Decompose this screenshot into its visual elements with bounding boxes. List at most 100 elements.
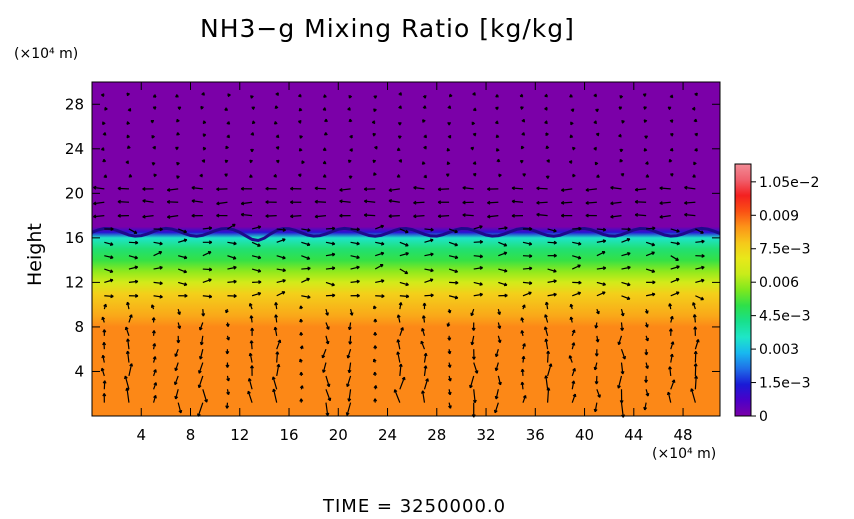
wind-arrow [522,255,532,257]
wind-arrow [544,326,549,336]
wind-arrow [421,328,426,337]
wind-arrow [276,364,280,377]
wind-arrow-head [670,133,674,137]
wind-arrow-head [153,369,157,373]
x-tick-label: 12 [230,426,249,444]
wind-arrow-head [325,412,330,417]
wind-arrow [594,402,598,412]
wind-arrow-head [339,199,343,204]
wind-arrow [695,240,705,243]
wind-arrow-head [183,282,188,287]
wind-arrow [275,314,278,323]
wind-arrow-head [479,239,484,244]
wind-arrow-head [429,278,434,283]
wind-arrow [413,201,425,204]
wind-arrow-head [226,134,231,139]
wind-arrow-head [405,229,409,234]
wind-arrow [399,295,409,298]
wind-arrow [670,278,680,283]
wind-arrow-head [577,291,582,296]
mixing-ratio-field [92,82,720,416]
wind-arrow-head [347,398,352,402]
wind-arrow-head [201,92,205,96]
wind-arrow [544,314,549,323]
wind-arrow-head [511,199,516,204]
wind-arrow-head [274,302,279,306]
wind-arrow [596,251,606,257]
wind-arrow [202,268,212,271]
wind-arrow-head [290,186,294,191]
wind-arrow [695,295,704,301]
wind-arrow [695,228,704,234]
wind-arrow-head [497,311,502,315]
wind-arrow [251,268,261,273]
wind-arrow [174,375,179,385]
wind-arrow-head [694,132,699,137]
wind-arrow [413,215,425,218]
wind-arrow-head [380,224,385,229]
wind-arrow-head [447,135,452,139]
wind-arrow-head [504,293,508,298]
wind-arrow [571,264,581,270]
wind-arrow-head [282,238,286,242]
wind-arrow-head [651,242,656,247]
wind-arrow [511,187,524,190]
wind-arrow-head [363,187,368,192]
wind-arrow [424,278,434,283]
wind-arrow [350,266,360,270]
wind-arrow [621,252,631,257]
wind-arrow-head [593,366,598,371]
wind-arrow-head [676,228,680,233]
wind-arrow-head [462,200,466,205]
wind-arrow-head [659,186,663,191]
wind-arrow [348,362,352,373]
wind-arrow-head [676,265,680,270]
wind-arrow-head [620,370,625,375]
wind-arrow-head [290,214,294,219]
wind-arrow-head [356,241,360,246]
wind-arrow-head [610,201,614,206]
wind-arrow [272,376,278,390]
wind-arrow-head [126,338,130,342]
wind-arrow-head [349,312,354,316]
wind-arrow-head [593,93,597,98]
wind-arrow-head [117,199,121,204]
wind-arrow-head [174,367,179,372]
wind-arrow-head [331,226,336,231]
wind-arrow-head [669,94,674,99]
wind-arrow-head [126,121,130,125]
wind-arrow-head [202,120,207,125]
wind-arrow-head [347,326,352,331]
wind-arrow-head [693,350,698,355]
wind-arrow-head [401,376,406,381]
wind-arrow-head [425,378,429,382]
wind-arrow-head [176,162,180,166]
wind-arrow [547,241,557,244]
wind-arrow-head [446,148,451,152]
wind-arrow-head [100,147,105,151]
wind-arrow-head [684,200,688,205]
wind-arrow-head [249,340,254,344]
wind-arrow-head [208,278,212,283]
wind-arrow [325,389,331,401]
wind-arrow-head [331,241,336,246]
wind-arrow [250,340,253,350]
wind-arrow [620,322,623,331]
x-tick-label: 32 [476,426,495,444]
wind-arrow-head [701,239,705,244]
wind-arrow [495,389,499,400]
wind-arrow-head [594,381,599,385]
wind-arrow [202,227,212,230]
wind-arrow [620,362,624,375]
wind-arrow-head [544,301,549,306]
wind-arrow-head [627,282,631,287]
wind-arrow [388,215,400,217]
wind-arrow-head [627,265,631,270]
wind-arrow-head [602,282,606,287]
wind-arrow-head [109,269,114,274]
wind-arrow-head [645,392,650,397]
wind-arrow-head [669,315,674,320]
wind-arrow [153,295,163,298]
wind-arrow-head [152,356,157,360]
wind-arrow-head [570,108,575,113]
